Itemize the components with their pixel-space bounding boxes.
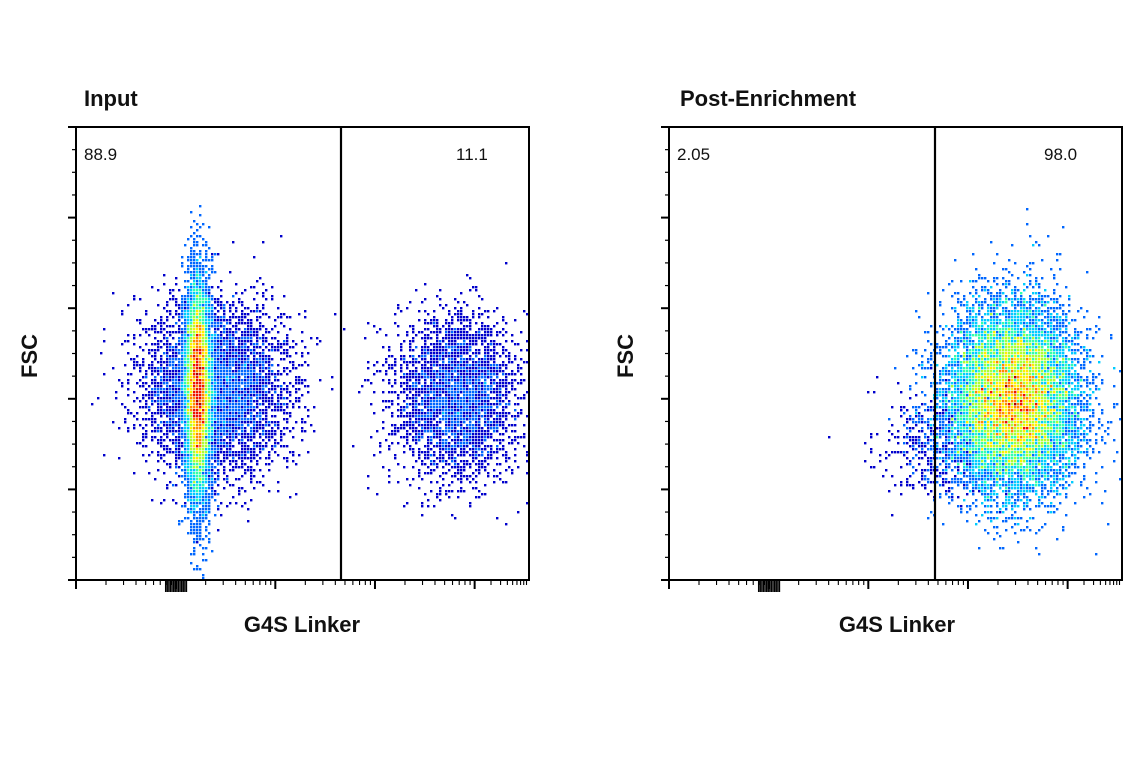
panel-input-gate-left-pct: 88.9 bbox=[84, 145, 117, 164]
panel-input-x-axis-label: G4S Linker bbox=[244, 612, 361, 637]
panel-post-enrichment-title: Post-Enrichment bbox=[680, 86, 857, 111]
panel-input-y-ticks bbox=[68, 126, 76, 581]
panel-post-enrichment-y-ticks bbox=[661, 126, 669, 581]
panel-post-enrichment-y-axis-label: FSC bbox=[613, 334, 638, 378]
panel-input-gate-right-pct: 11.1 bbox=[456, 145, 488, 164]
panel-post-enrichment-events bbox=[828, 208, 1122, 556]
panel-post-enrichment: Post-Enrichment 2.05 98.0 G4S Linker FSC bbox=[613, 86, 1123, 637]
panel-post-enrichment-gate-right-pct: 98.0 bbox=[1044, 145, 1077, 164]
panel-input: Input 88.9 11.1 G4S Linker FSC bbox=[17, 86, 530, 637]
panel-post-enrichment-x-ticks bbox=[668, 580, 1121, 592]
panel-input-events bbox=[91, 205, 529, 580]
panel-input-x-ticks bbox=[75, 580, 528, 592]
panel-input-y-axis-label: FSC bbox=[17, 334, 42, 378]
panel-post-enrichment-gate-left-pct: 2.05 bbox=[677, 145, 710, 164]
panel-post-enrichment-x-axis-label: G4S Linker bbox=[839, 612, 956, 637]
panel-input-title: Input bbox=[84, 86, 138, 111]
